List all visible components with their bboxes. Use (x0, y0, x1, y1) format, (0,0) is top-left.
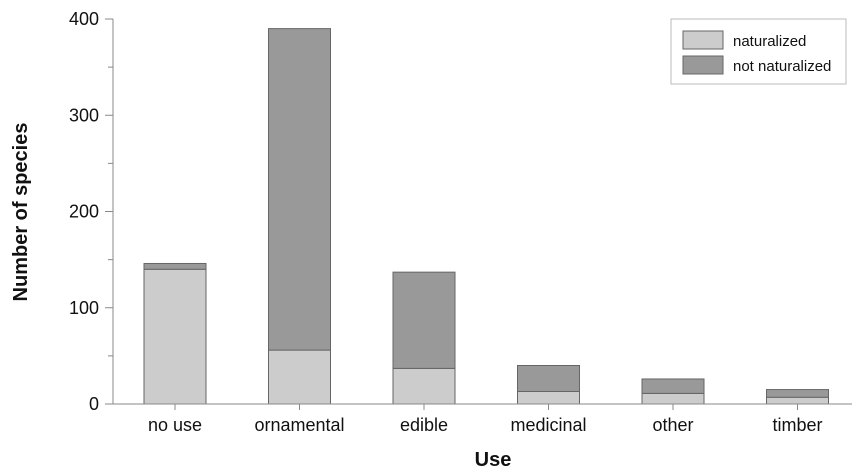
x-axis-ticks: no use ornamental edible medicinal other timb… (148, 404, 823, 435)
bar-no-use-naturalized (143, 268, 207, 405)
y-tick-label-300: 300 (69, 105, 99, 125)
legend-label-naturalized: naturalized (733, 33, 806, 50)
bar-other-naturalized (641, 392, 705, 405)
x-tick-label-timber: timber (772, 415, 822, 435)
legend-label-not-naturalized: not naturalized (733, 58, 831, 75)
x-tick-label-medicinal: medicinal (510, 415, 586, 435)
x-tick-label-other: other (652, 415, 693, 435)
bar-medicinal-not-naturalized (517, 365, 580, 392)
x-axis-title: Use (475, 449, 512, 471)
legend-swatch-not-naturalized (682, 55, 724, 75)
y-axis-ticks: 0 100 200 300 400 (69, 9, 113, 414)
bar-other-not-naturalized (641, 378, 705, 394)
bar-medicinal-naturalized (517, 390, 580, 405)
bar-no-use-not-naturalized (143, 262, 207, 270)
y-tick-label-400: 400 (69, 9, 99, 29)
y-tick-label-200: 200 (69, 202, 99, 222)
legend: naturalized not naturalized (670, 18, 847, 85)
x-tick-label-edible: edible (400, 415, 448, 435)
bar-edible-naturalized (392, 367, 456, 405)
bar-ornamental-not-naturalized (268, 28, 331, 351)
x-tick-label-no-use: no use (148, 415, 202, 435)
x-tick-label-ornamental: ornamental (254, 415, 344, 435)
y-axis-title: Number of species (10, 123, 32, 302)
bar-ornamental-naturalized (268, 349, 331, 405)
y-tick-label-0: 0 (89, 394, 99, 414)
bar-timber-naturalized (766, 396, 829, 405)
bar-edible-not-naturalized (392, 271, 456, 369)
plot-area (143, 28, 829, 405)
y-tick-label-100: 100 (69, 298, 99, 318)
bar-timber-not-naturalized (766, 389, 829, 398)
legend-swatch-naturalized (682, 30, 724, 50)
